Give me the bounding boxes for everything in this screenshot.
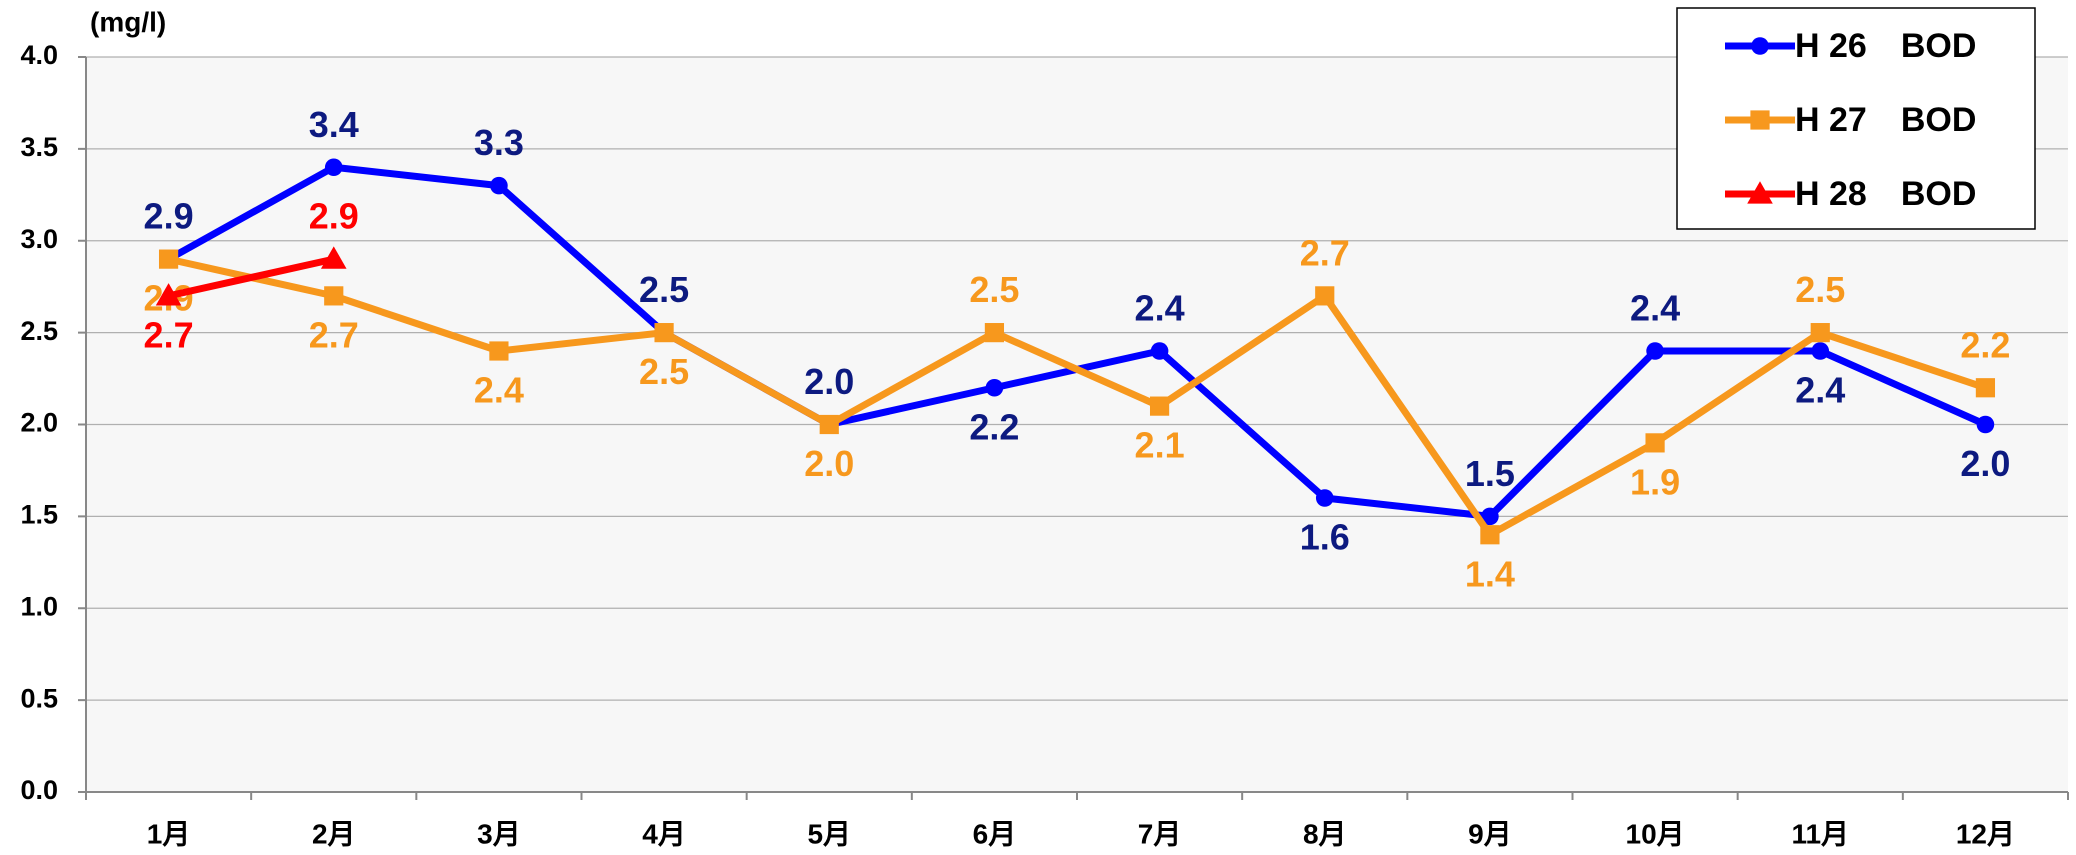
data-label: 3.3 — [474, 122, 524, 163]
data-label: 2.4 — [474, 370, 524, 411]
point — [985, 378, 1004, 397]
x-tick-label: 8月 — [1303, 818, 1347, 849]
point — [490, 176, 508, 195]
data-label: 1.5 — [1465, 453, 1515, 494]
data-label: 2.0 — [804, 361, 854, 402]
legend-label: H 26 BOD — [1795, 27, 1976, 65]
point — [1811, 342, 1830, 360]
point — [489, 341, 509, 361]
y-tick-label: 0.5 — [20, 683, 58, 713]
point — [1315, 286, 1335, 306]
point — [1646, 342, 1664, 360]
data-label: 2.1 — [1135, 425, 1185, 466]
legend-marker — [1751, 37, 1769, 55]
data-label: 2.0 — [1960, 443, 2010, 484]
y-tick-label: 3.5 — [20, 132, 58, 162]
point — [320, 246, 347, 269]
data-label: 2.7 — [309, 314, 359, 355]
data-label: 3.4 — [309, 104, 359, 145]
legend-label: H 27 BOD — [1795, 101, 1976, 139]
data-label: 2.5 — [639, 351, 689, 392]
data-label: 2.9 — [309, 196, 359, 237]
point — [1149, 396, 1170, 416]
x-tick-label: 9月 — [1468, 818, 1512, 849]
x-tick-label: 7月 — [1138, 818, 1182, 849]
data-label: 1.4 — [1465, 553, 1515, 594]
y-tick-label: 0.0 — [20, 775, 58, 805]
data-label: 2.9 — [144, 196, 194, 237]
data-label: 1.9 — [1630, 461, 1680, 502]
y-tick-label: 2.0 — [20, 408, 58, 438]
legend-marker — [1750, 110, 1770, 130]
data-label: 2.7 — [1300, 232, 1350, 273]
data-label: 2.5 — [1795, 269, 1845, 310]
y-tick-label: 3.0 — [20, 224, 58, 254]
x-tick-label: 3月 — [477, 818, 521, 849]
series-line — [167, 255, 1987, 539]
y-tick-label: 1.5 — [20, 500, 58, 530]
point — [155, 283, 182, 306]
data-label: 2.4 — [1135, 288, 1185, 329]
point — [819, 414, 839, 435]
point — [1150, 342, 1169, 360]
point — [1645, 433, 1665, 453]
point — [324, 286, 344, 306]
data-label: 2.0 — [804, 443, 854, 484]
legend-marker — [1747, 181, 1773, 204]
point — [1480, 525, 1500, 545]
point — [654, 323, 674, 343]
x-tick-label: 2月 — [312, 818, 356, 849]
legend-label: H 28 BOD — [1795, 175, 1976, 213]
series-line — [167, 255, 335, 300]
data-label: 2.2 — [1960, 324, 2010, 365]
data-label: 2.5 — [969, 269, 1019, 310]
x-tick-label: 1月 — [147, 818, 191, 849]
y-tick-label: 2.5 — [20, 316, 58, 346]
data-label: 2.2 — [969, 406, 1019, 447]
y-tick-label: 1.0 — [20, 591, 58, 621]
data-label: 2.7 — [144, 314, 194, 355]
point — [1810, 323, 1830, 343]
y-axis-label: (mg/l) — [90, 6, 166, 37]
data-label: 2.4 — [1630, 288, 1680, 329]
point — [324, 158, 343, 177]
y-tick-label: 4.0 — [20, 40, 58, 70]
x-tick-label: 5月 — [807, 818, 851, 849]
data-label: 2.5 — [639, 269, 689, 310]
point — [1976, 415, 1995, 434]
point — [158, 249, 179, 269]
data-label: 1.6 — [1300, 517, 1350, 558]
x-tick-label: 11月 — [1791, 818, 1849, 849]
point — [1315, 489, 1334, 507]
x-tick-label: 12月 — [1956, 818, 2015, 849]
x-tick-label: 6月 — [973, 818, 1017, 849]
data-label: 2.4 — [1795, 370, 1845, 411]
point — [1975, 378, 1996, 398]
x-tick-label: 4月 — [642, 818, 686, 849]
x-tick-label: 10月 — [1626, 818, 1685, 849]
point — [1481, 507, 1499, 526]
point — [984, 323, 1005, 343]
